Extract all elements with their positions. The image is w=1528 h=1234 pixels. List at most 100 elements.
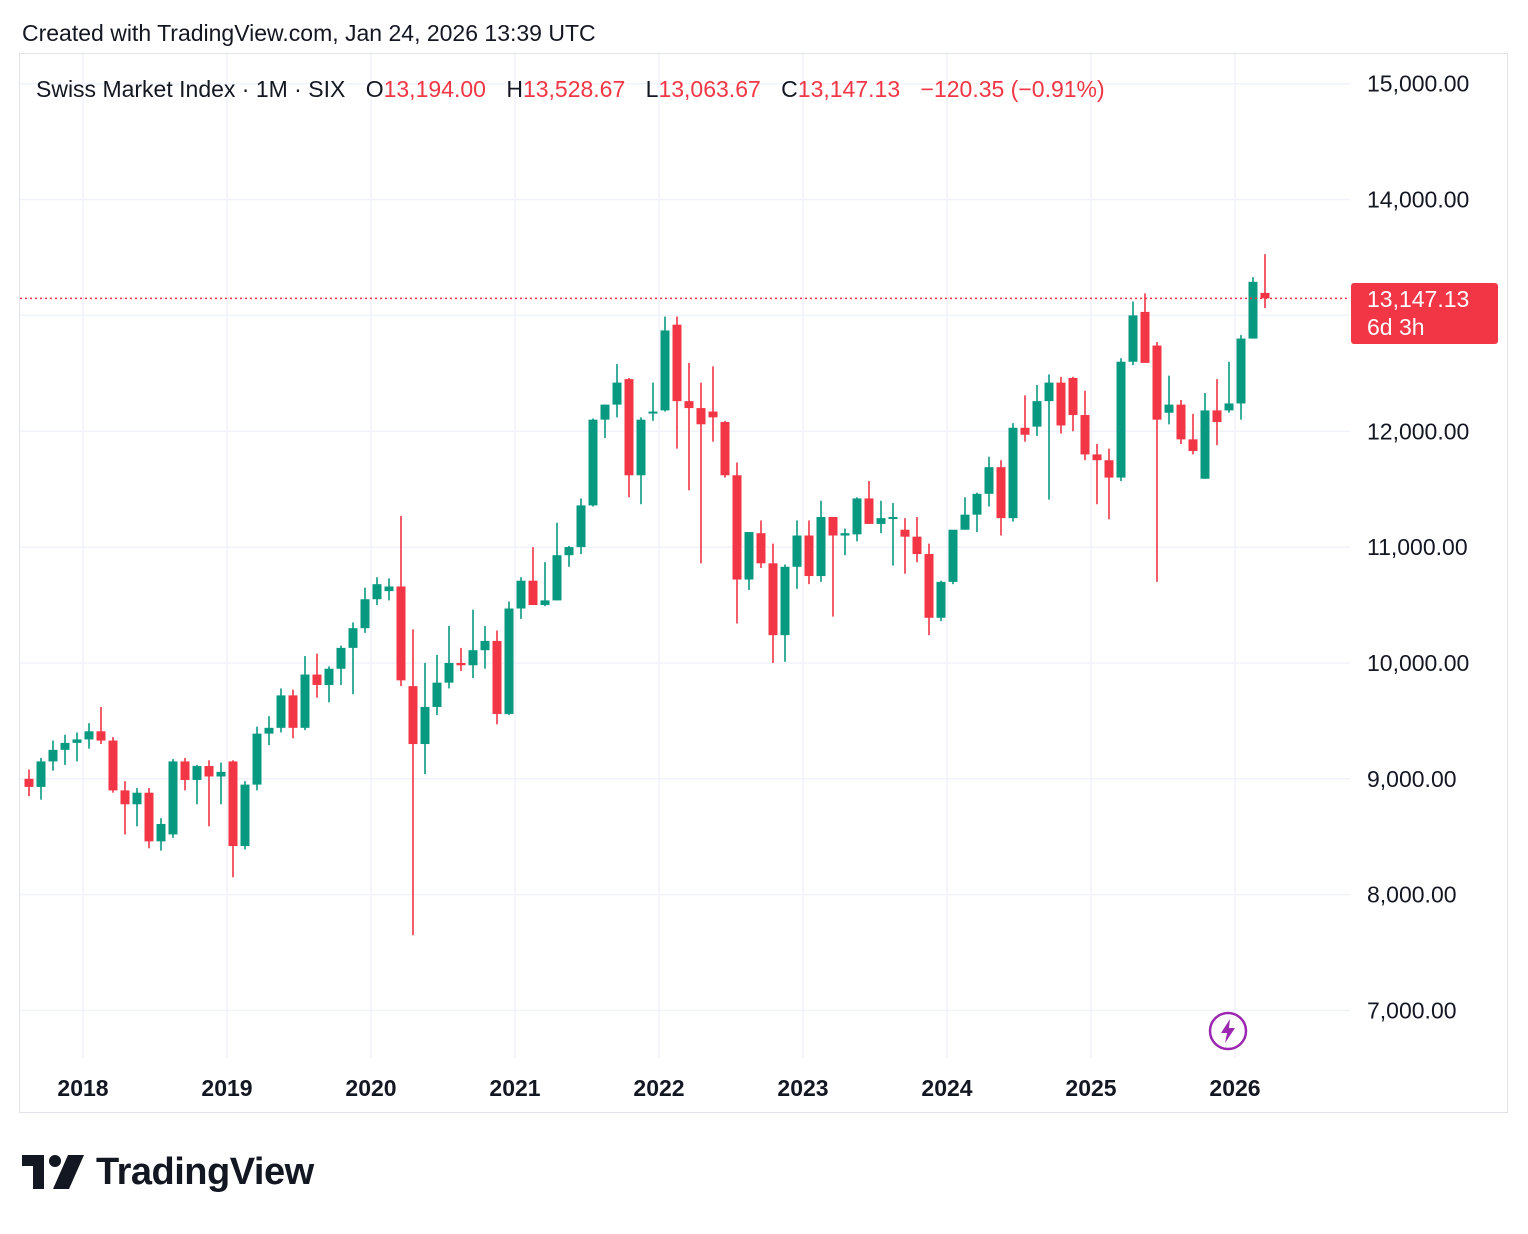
candle [744,532,754,590]
candle [456,647,466,672]
candle [1140,293,1150,363]
candle [792,520,802,589]
candle [348,622,358,695]
candle [900,518,910,574]
candle-body [624,379,634,476]
candle-body [204,766,214,777]
legend-symbol[interactable]: Swiss Market Index · 1M · SIX [36,76,346,102]
candle-body [144,792,154,842]
candle-body [768,563,778,636]
candle-body [720,421,730,476]
candle [708,366,718,442]
candle-body [612,382,622,405]
chart-frame [19,53,1508,1113]
candle-body [1008,427,1018,519]
candle-body [156,823,166,842]
candle [1056,376,1066,434]
candle [168,759,178,838]
candle [288,689,298,739]
candle [180,757,190,791]
x-tick-label: 2023 [777,1075,828,1101]
candle [144,788,154,849]
candle-body [576,505,586,548]
candle-body [480,640,490,651]
candle-body [288,695,298,728]
y-tick-label: 12,000.00 [1367,418,1469,444]
candle-body [36,761,46,787]
candle-body [588,419,598,506]
candle-body [1032,401,1042,427]
candle [252,726,262,791]
candle [276,688,286,733]
last-price-value: 13,147.13 [1367,286,1470,312]
lightning-bolt-icon[interactable] [1208,1011,1248,1051]
candle [1020,395,1030,442]
candle [1104,448,1114,520]
candle-body [516,580,526,609]
candle-body [1188,439,1198,451]
candle [732,462,742,624]
candle-body [564,547,574,556]
candle-body [1200,410,1210,479]
ohlc-legend: Swiss Market Index · 1M · SIX O13,194.00… [36,76,1105,103]
candle-body [648,411,658,414]
candle [864,481,874,524]
candle-body [348,628,358,648]
candle [780,564,790,662]
candle [984,456,994,507]
candle-body [756,533,766,564]
candle [840,528,850,556]
candle-body [1104,460,1114,478]
candle-body [996,467,1006,519]
chart-caption: Created with TradingView.com, Jan 24, 20… [22,20,596,46]
candle [660,316,670,412]
candle-body [456,662,466,666]
candle-body [1176,404,1186,440]
brand-name: TradingView [96,1150,314,1193]
candle [204,760,214,827]
candle-body [228,761,238,846]
candle [1164,375,1174,425]
candle-body [816,516,826,577]
candle-body [732,475,742,580]
legend-close-value: 13,147.13 [797,76,901,102]
x-tick-label: 2018 [57,1075,108,1101]
brand-logo[interactable]: TradingView [22,1150,314,1193]
candle-body [276,695,286,728]
legend-change: −120.35 (−0.91%) [920,76,1105,102]
candle-body [396,586,406,681]
candle-body [684,401,694,409]
candle-body [936,581,946,618]
x-tick-label: 2021 [489,1075,540,1101]
candle-body [924,554,934,618]
legend-open-label: O [365,76,384,102]
legend-high-label: H [506,76,523,102]
candle [1044,374,1054,500]
legend-low-label: L [645,76,659,102]
candle-body [744,532,754,580]
y-tick-label: 9,000.00 [1367,766,1457,792]
candle [936,580,946,622]
candle-body [1092,454,1102,461]
candle-body [1044,382,1054,402]
tradingview-logo-icon [22,1155,84,1189]
candle [420,662,430,775]
candle [552,522,562,601]
candle [1008,423,1018,522]
x-tick-label: 2024 [921,1075,972,1101]
candle-body [972,493,982,515]
candle [960,497,970,530]
candle [240,781,250,850]
candle-body [888,516,898,519]
bar-countdown: 6d 3h [1367,314,1425,340]
candle-body [984,467,994,494]
candle [96,706,106,745]
candle-body [60,742,70,750]
candle-body [108,740,118,791]
candle-body [504,608,514,714]
candle-body [1128,315,1138,362]
candle [756,520,766,568]
candle [192,764,202,805]
candle [876,500,886,534]
